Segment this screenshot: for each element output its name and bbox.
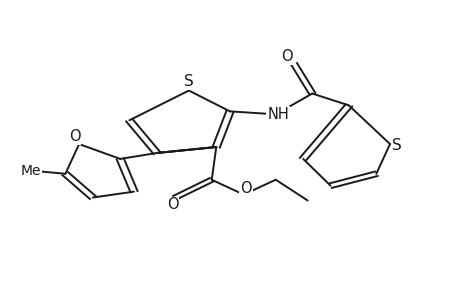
Text: O: O xyxy=(281,49,292,64)
Text: O: O xyxy=(240,181,251,196)
Text: S: S xyxy=(184,74,193,89)
Text: S: S xyxy=(391,138,401,153)
Text: NH: NH xyxy=(267,107,288,122)
Text: O: O xyxy=(68,129,80,144)
Text: Me: Me xyxy=(21,164,41,178)
Text: O: O xyxy=(167,197,178,212)
